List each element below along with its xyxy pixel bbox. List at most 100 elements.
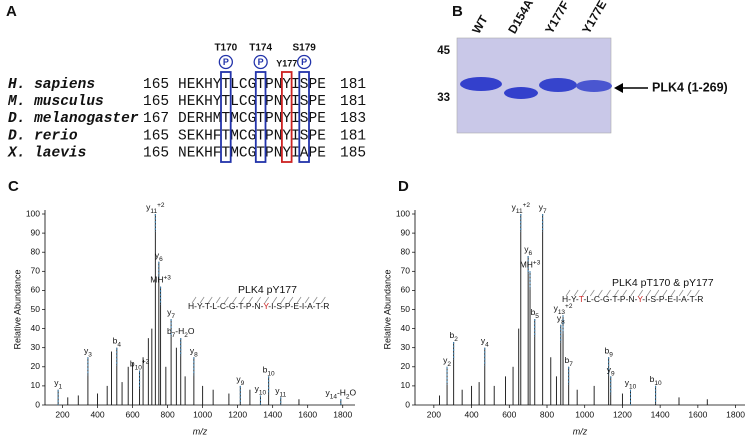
start-position: 165 bbox=[143, 94, 169, 110]
peak-label-part: 11 bbox=[279, 391, 286, 398]
peak-label-part: 5 bbox=[535, 313, 539, 320]
fragment-mark bbox=[304, 296, 310, 304]
peak-label-part: b bbox=[565, 355, 570, 365]
site-box bbox=[280, 71, 293, 163]
start-position: 165 bbox=[143, 128, 169, 144]
peak-label-part: -H bbox=[337, 388, 346, 398]
fragment-mark bbox=[272, 296, 278, 304]
x-tick-label: 200 bbox=[427, 409, 441, 419]
peak-label: b2 bbox=[449, 330, 458, 342]
x-tick-label: 800 bbox=[540, 409, 554, 419]
y-tick-label: 80 bbox=[31, 246, 41, 256]
peak-label-part: y bbox=[443, 355, 448, 365]
sequence: HEKHYTLCGTPNYISPE bbox=[178, 94, 326, 110]
arrow-head bbox=[614, 83, 623, 93]
peak-label: y3 bbox=[84, 346, 92, 358]
end-position: 181 bbox=[340, 128, 366, 144]
peak-label-part: 7 bbox=[171, 313, 175, 320]
site-label: Y177 bbox=[276, 58, 297, 68]
gel-band bbox=[460, 77, 502, 91]
peak-label-part: b bbox=[650, 374, 655, 384]
x-tick-label: 1800 bbox=[333, 409, 352, 419]
peak-label: b7-H2O bbox=[167, 326, 195, 338]
fragment-mark bbox=[638, 289, 644, 297]
peak-label-part: 7 bbox=[543, 208, 547, 215]
peak-label-part: b bbox=[531, 307, 536, 317]
peak-label-part: b bbox=[113, 336, 118, 346]
peak-label-part: +2 bbox=[142, 358, 150, 365]
peak-label-part: 6 bbox=[528, 250, 532, 257]
species: X. laevis bbox=[7, 146, 87, 162]
y-tick-label: 80 bbox=[401, 246, 411, 256]
fragment-mark bbox=[248, 296, 253, 304]
peak-label: y11+2 bbox=[512, 202, 531, 215]
x-tick-label: 1800 bbox=[726, 409, 745, 419]
peak-label-part: +2 bbox=[157, 202, 165, 209]
fragment-mark bbox=[296, 296, 302, 304]
start-position: 167 bbox=[143, 111, 169, 127]
start-position: 165 bbox=[143, 146, 169, 162]
peak-label-part: y bbox=[325, 388, 330, 398]
peak-label: y9 bbox=[236, 374, 244, 386]
lane-label: Y177F bbox=[542, 0, 572, 36]
fragment-mark bbox=[630, 289, 635, 297]
x-tick-label: 800 bbox=[161, 409, 175, 419]
end-position: 181 bbox=[340, 77, 366, 93]
peak-label-part: y bbox=[275, 386, 280, 396]
panel-label: D bbox=[398, 178, 409, 195]
gel-band bbox=[539, 78, 577, 92]
peak-label-part: b bbox=[604, 346, 609, 356]
peak-label-part: b bbox=[263, 365, 268, 375]
gel-band bbox=[576, 80, 612, 92]
fragment-mark bbox=[662, 289, 668, 297]
peak-label-part: 2 bbox=[454, 336, 458, 343]
peak-label-part: y bbox=[512, 202, 517, 212]
fragment-mark bbox=[256, 296, 261, 304]
peak-label-part: 2 bbox=[184, 332, 188, 339]
phospho-circle bbox=[253, 54, 268, 70]
peak-label-part: y bbox=[607, 365, 612, 375]
peak-label-part: y bbox=[54, 378, 59, 388]
sequence: DERHMTMCGTPNYISPE bbox=[178, 111, 326, 127]
peak-label: y8 bbox=[190, 346, 198, 358]
marker-label: 45 bbox=[437, 45, 450, 57]
end-position: 185 bbox=[340, 146, 366, 162]
peak-label-part: 11 bbox=[516, 208, 523, 215]
phospho-symbol: P bbox=[223, 57, 229, 67]
peak-label-part: y bbox=[155, 250, 160, 260]
band-label: PLK4 (1-269) bbox=[652, 80, 728, 94]
fragment-mark bbox=[191, 296, 197, 304]
peak-label-part: 7 bbox=[569, 361, 573, 368]
end-position: 181 bbox=[340, 94, 366, 110]
fragment-mark bbox=[240, 296, 245, 304]
sequence: SEKHFTMCGTPNYISPE bbox=[178, 128, 326, 144]
y-tick-label: 70 bbox=[31, 266, 41, 276]
phospho-symbol: P bbox=[258, 57, 264, 67]
peak-label: b10+2 bbox=[130, 358, 150, 371]
peptide: H-Y-T-L-C-G-T-P-N-Y-I-S-P-E-I-A-T-R bbox=[188, 301, 329, 311]
peak-label: MH+3 bbox=[150, 274, 171, 285]
fragment-mark bbox=[199, 296, 205, 304]
peak-label-part: 3 bbox=[88, 351, 92, 358]
phospho-circle bbox=[218, 54, 234, 70]
peak-label-part: O bbox=[350, 388, 357, 398]
fragment-mark bbox=[598, 289, 603, 297]
peak-label-part: 8 bbox=[194, 351, 198, 358]
y-tick-label: 50 bbox=[31, 304, 41, 314]
peak-label-part: 4 bbox=[117, 341, 121, 348]
x-tick-label: 400 bbox=[464, 409, 478, 419]
peptide: H-Y-T-L-C-G-T-P-N-Y-I-S-P-E-I-A-T-R bbox=[562, 294, 703, 304]
inset-title: PLK4 pY177 bbox=[238, 284, 297, 296]
x-tick-label: 600 bbox=[125, 409, 139, 419]
peak-label: y14-H2O bbox=[325, 388, 356, 400]
fragment-mark bbox=[232, 296, 237, 304]
fragment-mark bbox=[224, 296, 229, 304]
peak-label-part: 6 bbox=[159, 255, 163, 262]
fragment-mark bbox=[614, 289, 619, 297]
peak-label-part: 10 bbox=[267, 370, 275, 377]
peak-label-part: +2 bbox=[565, 303, 573, 310]
peak-label: y2 bbox=[443, 355, 451, 367]
peak-label-part: 13 bbox=[558, 309, 566, 316]
x-tick-label: 1400 bbox=[263, 409, 282, 419]
sequence: HEKHYTLCGTPNYISPE bbox=[178, 77, 326, 93]
